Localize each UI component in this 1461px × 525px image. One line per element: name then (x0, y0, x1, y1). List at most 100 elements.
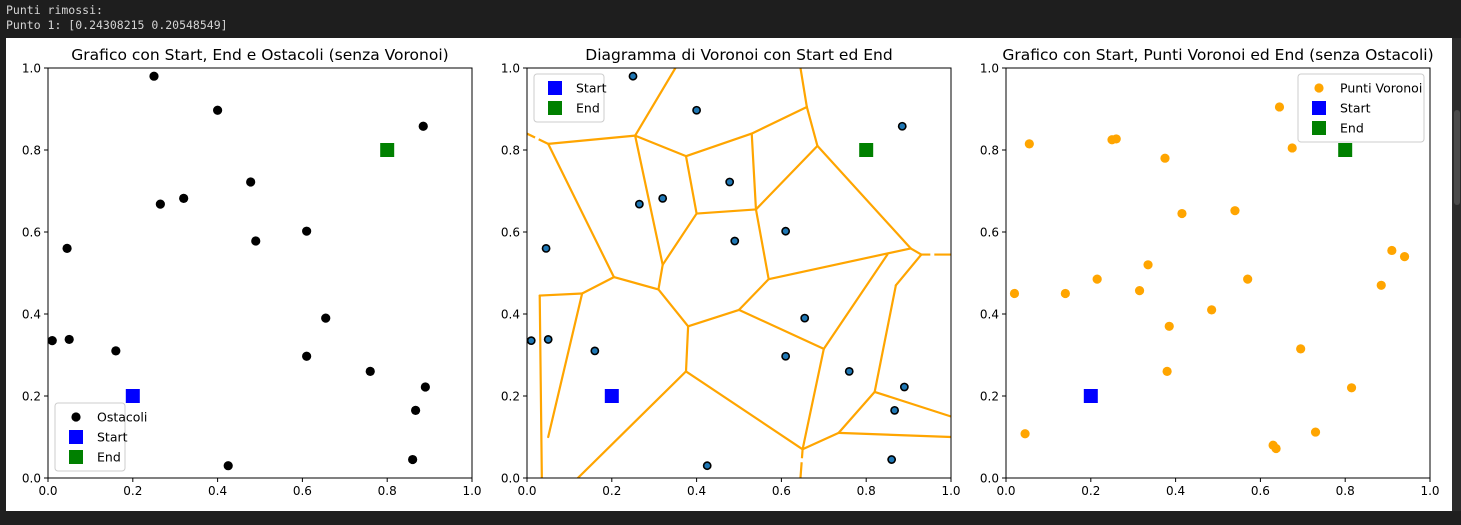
obstacle-point (420, 382, 430, 392)
voronoi-site-point (634, 199, 644, 209)
voronoi-ridge (750, 105, 808, 135)
voronoi-vertex-point (1134, 286, 1145, 296)
y-tick-label: 1.0 (22, 62, 41, 76)
scrollbar-thumb[interactable] (1454, 110, 1460, 205)
legend-end-swatch (548, 101, 562, 115)
voronoi-ridge (634, 134, 664, 266)
voronoi-ridge (695, 208, 758, 215)
voronoi-ridge (754, 144, 819, 211)
y-tick-label: 0.6 (22, 226, 41, 240)
voronoi-vertex-point (1164, 321, 1174, 331)
legend-start-swatch (1312, 101, 1326, 115)
obstacle-point (64, 334, 74, 345)
x-tick-label: 0.2 (1081, 484, 1100, 498)
voronoi-ridge (754, 208, 770, 281)
y-tick-label: 0.0 (980, 472, 999, 486)
voronoi-ridge (801, 347, 825, 451)
chart-panel-3: Grafico con Start, Punti Voronoi ed End … (980, 46, 1440, 498)
voronoi-ridge (805, 105, 819, 148)
voronoi-vertex-point (1376, 280, 1386, 290)
voronoi-site-point (543, 335, 553, 344)
plot-area (527, 68, 951, 478)
obstacle-point (302, 351, 312, 361)
obstacle-point (155, 199, 165, 209)
y-tick-label: 0.8 (22, 144, 41, 158)
console-output: Punti rimossi: Punto 1: [0.24308215 0.20… (0, 0, 1461, 40)
voronoi-ridge (873, 284, 897, 393)
voronoi-site-point (897, 121, 907, 131)
start-marker (604, 389, 619, 403)
legend-label: End (1340, 121, 1364, 136)
chart-title: Diagramma di Voronoi con Start ed End (585, 46, 892, 64)
voronoi-vertex-point (1160, 153, 1170, 163)
voronoi-vertex-point (1274, 102, 1285, 112)
voronoi-site-point (800, 313, 810, 323)
axes-frame (526, 67, 952, 479)
x-tick-label: 1.0 (462, 484, 481, 498)
voronoi-site-point (890, 405, 900, 415)
voronoi-ridge (801, 431, 840, 451)
voronoi-ridge (634, 68, 677, 137)
end-marker (859, 143, 874, 157)
chart-panel-2: Diagramma di Voronoi con Start ed End 0.0… (501, 46, 961, 498)
legend-label: Start (97, 430, 128, 445)
legend-label: End (97, 450, 121, 465)
voronoi-ridge (634, 134, 688, 158)
obstacle-point (48, 336, 57, 346)
voronoi-ridge (737, 308, 825, 350)
voronoi-vertex-point (1287, 143, 1297, 153)
voronoi-ridge (684, 132, 753, 158)
plot-area (48, 71, 430, 471)
legend: Start End (533, 73, 607, 123)
legend-voronoi-swatch (1314, 83, 1324, 93)
y-tick-label: 0.0 (501, 472, 520, 486)
voronoi-ridge (837, 431, 951, 439)
voronoi-vertex-point (1111, 134, 1121, 144)
obstacle-point (411, 405, 421, 415)
legend-obstacle-swatch (71, 412, 81, 422)
plot-area (1009, 102, 1410, 454)
scrollbar-track[interactable] (1452, 38, 1461, 511)
y-tick-label: 0.4 (22, 308, 41, 322)
legend-label: End (576, 101, 600, 116)
voronoi-ridge (822, 253, 889, 350)
voronoi-site-point (781, 351, 791, 361)
voronoi-ridge (894, 253, 923, 287)
x-tick-label: 0.8 (1336, 484, 1355, 498)
x-tick-label: 0.6 (293, 484, 312, 498)
chart-title: Grafico con Start, End e Ostacoli (senza… (71, 46, 448, 64)
voronoi-ridge (684, 370, 804, 451)
x-tick-label: 0.0 (38, 484, 57, 498)
voronoi-ridge (612, 276, 660, 291)
voronoi-site-point (541, 243, 551, 253)
y-tick-label: 0.2 (22, 390, 41, 404)
obstacle-point (111, 346, 121, 356)
voronoi-vertex-point (1271, 443, 1281, 454)
voronoi-ridge (750, 132, 758, 211)
voronoi-site-point (899, 382, 909, 392)
y-tick-label: 0.6 (501, 226, 520, 240)
legend: Ostacoli Start End (54, 402, 147, 472)
voronoi-ridge (661, 212, 698, 266)
legend-label: Punti Voronoi (1340, 81, 1422, 96)
voronoi-vertex-point (1346, 383, 1357, 393)
y-tick-label: 1.0 (980, 62, 999, 76)
voronoi-vertex-point (1092, 274, 1102, 284)
x-tick-label: 0.4 (687, 484, 706, 498)
y-tick-label: 0.8 (501, 144, 520, 158)
console-line-removed-header: Punti rimossi: (6, 3, 103, 17)
axes-frame (47, 67, 473, 479)
voronoi-ridge-dash-gap (527, 132, 549, 146)
figure-canvas: Grafico con Start, End e Ostacoli (senza… (6, 38, 1452, 511)
legend-box (1297, 73, 1425, 143)
voronoi-site-point (590, 346, 600, 356)
voronoi-site-point (844, 366, 854, 376)
voronoi-ridge (657, 288, 690, 328)
voronoi-vertex-point (1243, 274, 1253, 284)
obstacle-point (223, 461, 233, 471)
obstacle-point (149, 71, 159, 81)
voronoi-ridge (909, 247, 923, 256)
voronoi-vertex-point (1230, 206, 1240, 216)
legend-start-swatch (548, 81, 562, 95)
chart-panel-1: Grafico con Start, End e Ostacoli (senza… (22, 46, 482, 498)
